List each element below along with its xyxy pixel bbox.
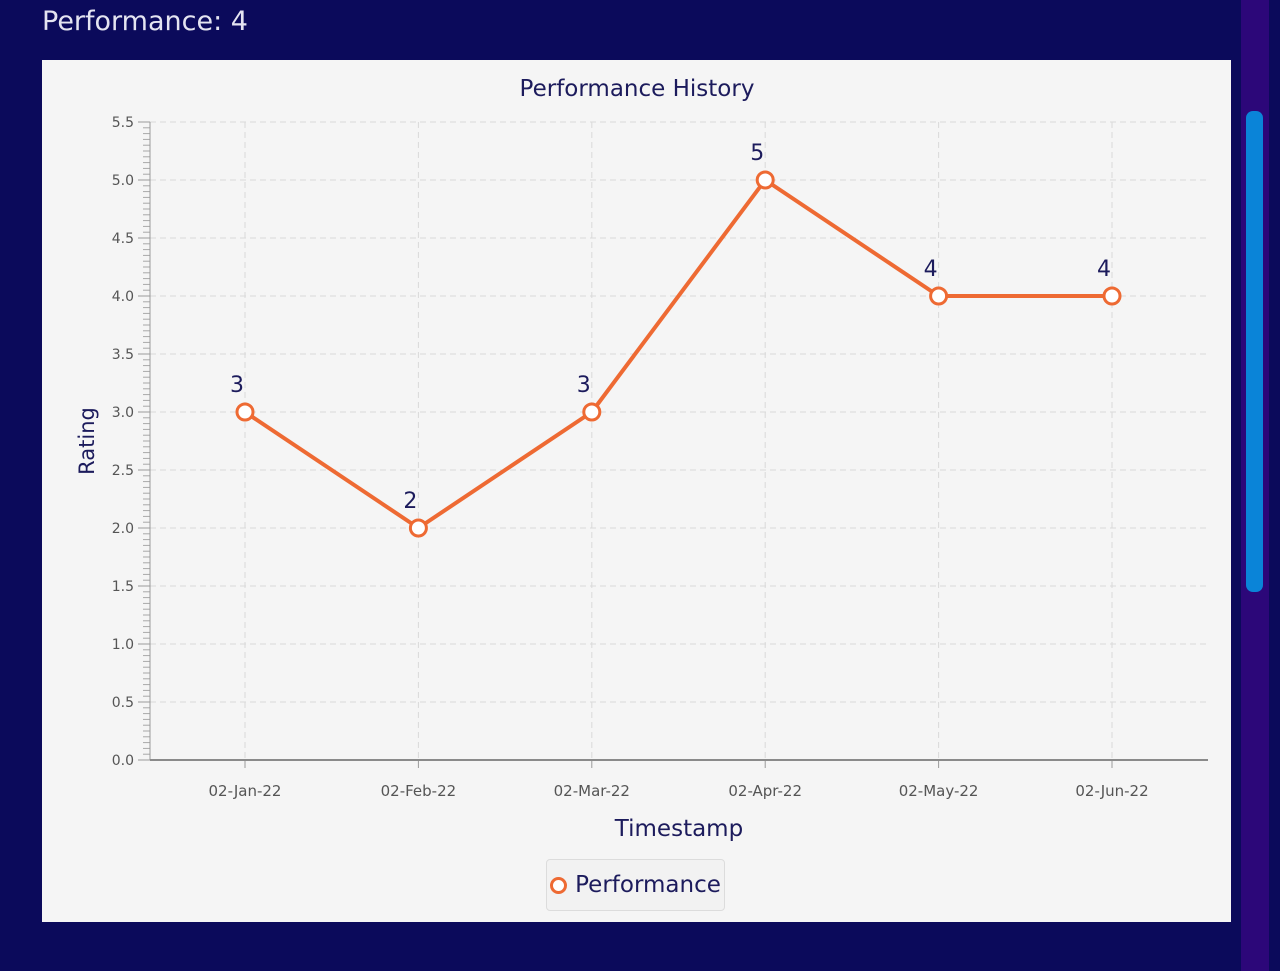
legend-label: Performance — [575, 872, 721, 898]
chart-svg: Performance History 0.0 0.5 1.0 1.5 2.0 2.5 3.0… — [75, 76, 1208, 842]
performance-chart: Performance History 0.0 0.5 1.0 1.5 2.0 2.5 3.0… — [42, 60, 1231, 922]
chart-title: Performance History — [520, 76, 755, 102]
y-tick-label: 0.0 — [112, 753, 134, 769]
x-tick-label: 02-Feb-22 — [381, 782, 457, 800]
y-tick-label: 1.5 — [112, 579, 134, 595]
y-axis-label: Rating — [75, 407, 99, 475]
x-axis-label: Timestamp — [614, 816, 743, 842]
y-tick-label: 4.0 — [112, 289, 134, 305]
data-label: 5 — [750, 141, 764, 166]
x-tick-label: 02-May-22 — [899, 782, 979, 800]
y-tick-label: 4.5 — [112, 231, 134, 247]
data-label: 3 — [577, 373, 591, 398]
y-tick-label: 5.5 — [112, 115, 134, 131]
x-tick-label: 02-Jun-22 — [1075, 782, 1148, 800]
data-label: 3 — [230, 373, 244, 398]
y-tick-label: 5.0 — [112, 173, 134, 189]
scrollbar-thumb[interactable] — [1246, 111, 1263, 592]
y-tick-label: 3.5 — [112, 347, 134, 363]
data-point — [1102, 286, 1122, 306]
x-tick-label: 02-Apr-22 — [728, 782, 802, 800]
chart-legend[interactable]: Performance — [546, 859, 725, 911]
y-tick-label: 3.0 — [112, 405, 134, 421]
data-point — [235, 402, 255, 422]
y-tick-label: 0.5 — [112, 695, 134, 711]
data-point — [582, 402, 602, 422]
y-tick-label: 2.0 — [112, 521, 134, 537]
data-point — [929, 286, 949, 306]
vertical-scrollbar[interactable] — [1241, 0, 1269, 971]
data-point — [408, 518, 428, 538]
data-point — [755, 170, 775, 190]
legend-marker-icon — [550, 876, 568, 894]
y-tick-label: 1.0 — [112, 637, 134, 653]
x-tick-label: 02-Mar-22 — [554, 782, 630, 800]
y-tick-label: 2.5 — [112, 463, 134, 479]
series-line-performance — [243, 178, 1112, 530]
page-header: Performance: 4 — [42, 6, 248, 37]
data-label: 4 — [924, 257, 938, 282]
data-label: 4 — [1097, 257, 1111, 282]
data-label: 2 — [403, 489, 417, 514]
x-tick-label: 02-Jan-22 — [209, 782, 282, 800]
